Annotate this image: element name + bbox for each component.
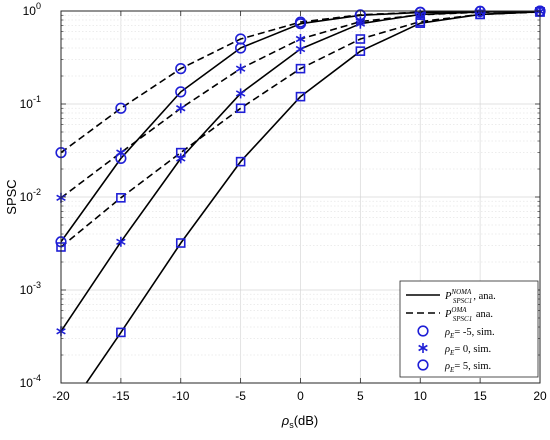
- x-tick-label: -5: [235, 389, 246, 403]
- x-axis-label-sub: s: [289, 420, 294, 430]
- legend-var-sub: E: [449, 332, 455, 340]
- x-tick-label: -20: [52, 389, 70, 403]
- legend-item: POMA SPSC1 ana.: [406, 306, 493, 323]
- legend-suffix: , ana.: [473, 291, 495, 302]
- legend-item: PNOMA SPSC1, ana.: [406, 288, 496, 305]
- y-tick-base: 10: [20, 376, 34, 390]
- asterisk-marker: [295, 44, 306, 55]
- square-marker: [295, 91, 306, 102]
- y-tick-exp: -4: [33, 373, 41, 383]
- legend-item: ρE= 5, sim.: [417, 359, 491, 374]
- legend-label: PNOMA SPSC1, ana.: [444, 288, 496, 305]
- legend-circle-icon: [417, 359, 429, 371]
- legend-sup: OMA: [451, 306, 467, 314]
- y-tick-exp: -3: [33, 280, 41, 290]
- legend-value: = -5, sim.: [454, 327, 494, 338]
- y-tick-exp: -1: [33, 94, 41, 104]
- legend-sub: SPSC1: [453, 315, 472, 323]
- x-tick-labels: -20 -15 -10 -5 0 5 10 15 20: [52, 389, 547, 403]
- y-tick-base: 10: [20, 190, 34, 204]
- square-marker: [116, 327, 126, 338]
- asterisk-marker: [235, 63, 246, 74]
- x-axis-label-unit: (dB): [294, 413, 319, 428]
- legend-var-sub: E: [449, 366, 455, 374]
- y-tick-label: 100: [23, 1, 41, 18]
- legend-var: ρ: [444, 327, 450, 338]
- legend-main: P: [444, 309, 452, 320]
- legend: PNOMA SPSC1, ana.POMA SPSC1 ana.ρE= -5, si…: [399, 280, 539, 378]
- legend-sup: NOMA: [450, 288, 472, 296]
- asterisk-marker: [355, 16, 366, 27]
- square-marker: [116, 193, 126, 203]
- asterisk-marker: [295, 33, 306, 44]
- square-marker: [295, 63, 306, 74]
- y-tick-label: 10-1: [20, 94, 41, 111]
- asterisk-marker: [116, 147, 126, 158]
- square-marker: [175, 147, 186, 158]
- legend-suffix: ana.: [473, 309, 493, 320]
- square-marker: [235, 103, 246, 114]
- legend-label: POMA SPSC1 ana.: [444, 306, 493, 323]
- y-tick-label: 10-4: [20, 373, 41, 390]
- x-tick-label: -10: [172, 389, 190, 403]
- y-tick-label: 10-3: [20, 280, 41, 297]
- legend-item: ρE= -5, sim.: [417, 325, 495, 340]
- oma-line-rhoE-5: [61, 11, 540, 248]
- asterisk-marker: [116, 236, 126, 247]
- legend-circle-icon: [417, 325, 429, 337]
- legend-label: ρE= -5, sim.: [444, 327, 495, 340]
- x-tick-label: 10: [414, 389, 428, 403]
- legend-sub: SPSC1: [453, 297, 472, 305]
- x-axis-label-rho: ρ: [281, 413, 290, 428]
- y-tick-exp: -2: [33, 187, 41, 197]
- square-marker: [355, 46, 366, 56]
- x-tick-label: 20: [533, 389, 547, 403]
- square-marker: [415, 16, 426, 27]
- y-tick-base: 10: [20, 97, 34, 111]
- legend-main: P: [444, 291, 452, 302]
- oma-line-rhoE--5: [61, 11, 540, 154]
- circle-marker: [175, 86, 187, 98]
- legend-item: ρE= 0, sim.: [418, 343, 491, 357]
- square-marker: [235, 156, 246, 167]
- asterisk-marker: [235, 88, 246, 99]
- x-tick-label: -15: [112, 389, 130, 403]
- legend-var: ρ: [444, 361, 450, 372]
- circle-marker: [294, 16, 307, 28]
- x-tick-label: 15: [473, 389, 487, 403]
- square-marker: [355, 34, 366, 44]
- legend-asterisk-icon: [418, 343, 428, 353]
- asterisk-marker: [176, 103, 186, 114]
- y-tick-label: 10-2: [20, 187, 41, 204]
- x-tick-label: 0: [297, 389, 304, 403]
- legend-value: = 0, sim.: [454, 344, 491, 355]
- legend-label: ρE= 0, sim.: [444, 344, 491, 357]
- square-marker: [175, 238, 186, 248]
- legend-value: = 5, sim.: [454, 361, 491, 372]
- legend-box: [399, 280, 539, 378]
- legend-label: ρE= 5, sim.: [444, 361, 491, 374]
- legend-var: ρ: [444, 344, 450, 355]
- y-tick-base: 10: [23, 4, 37, 18]
- circle-marker: [175, 63, 187, 75]
- circle-marker: [235, 33, 247, 45]
- x-tick-label: 5: [357, 389, 364, 403]
- y-axis-label: SPSC: [4, 179, 19, 214]
- x-axis-label: ρs(dB): [281, 413, 319, 430]
- y-tick-exp: 0: [36, 1, 41, 11]
- legend-var-sub: E: [449, 349, 455, 357]
- y-tick-base: 10: [20, 283, 34, 297]
- square-marker: [475, 9, 485, 20]
- circle-marker: [115, 102, 127, 114]
